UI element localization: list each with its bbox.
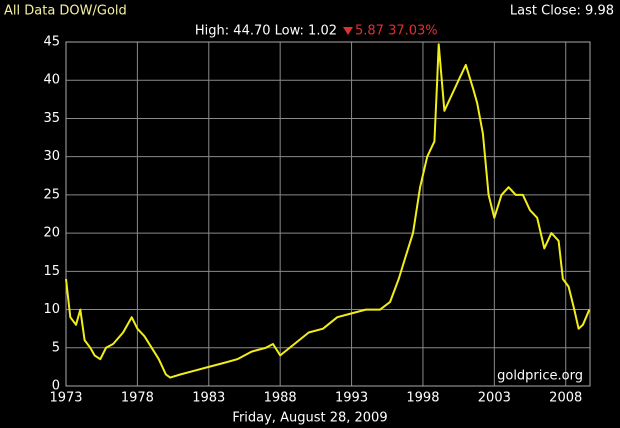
- x-tick-label: 1988: [264, 391, 297, 406]
- y-tick-label: 40: [43, 73, 60, 88]
- date-label: Friday, August 28, 2009: [232, 411, 387, 426]
- change: 5.87 37.03%: [355, 24, 438, 39]
- y-tick-label: 5: [52, 340, 60, 355]
- stats: High: 44.70 Low: 1.02: [195, 24, 337, 39]
- y-tick-label: 20: [43, 226, 60, 241]
- y-tick-label: 30: [43, 149, 60, 164]
- x-tick-label: 1998: [406, 391, 439, 406]
- y-tick-label: 45: [43, 35, 60, 50]
- y-tick-label: 25: [43, 187, 60, 202]
- y-tick-label: 35: [43, 111, 60, 126]
- source: goldprice.org: [497, 369, 583, 384]
- last-close: Last Close: 9.98: [510, 4, 614, 19]
- x-tick-label: 1973: [49, 391, 82, 406]
- x-tick-label: 1983: [192, 391, 225, 406]
- x-tick-label: 2008: [549, 391, 582, 406]
- x-tick-label: 1993: [335, 391, 368, 406]
- y-tick-label: 15: [43, 264, 60, 279]
- x-tick-label: 2003: [478, 391, 511, 406]
- chart-title: All Data DOW/Gold: [4, 4, 127, 19]
- line: [65, 43, 591, 379]
- down-arrow: [343, 27, 353, 35]
- plot-frame: [65, 41, 591, 387]
- x-tick-label: 1978: [121, 391, 154, 406]
- y-tick-label: 10: [43, 302, 60, 317]
- y-tick-label: 0: [52, 379, 60, 394]
